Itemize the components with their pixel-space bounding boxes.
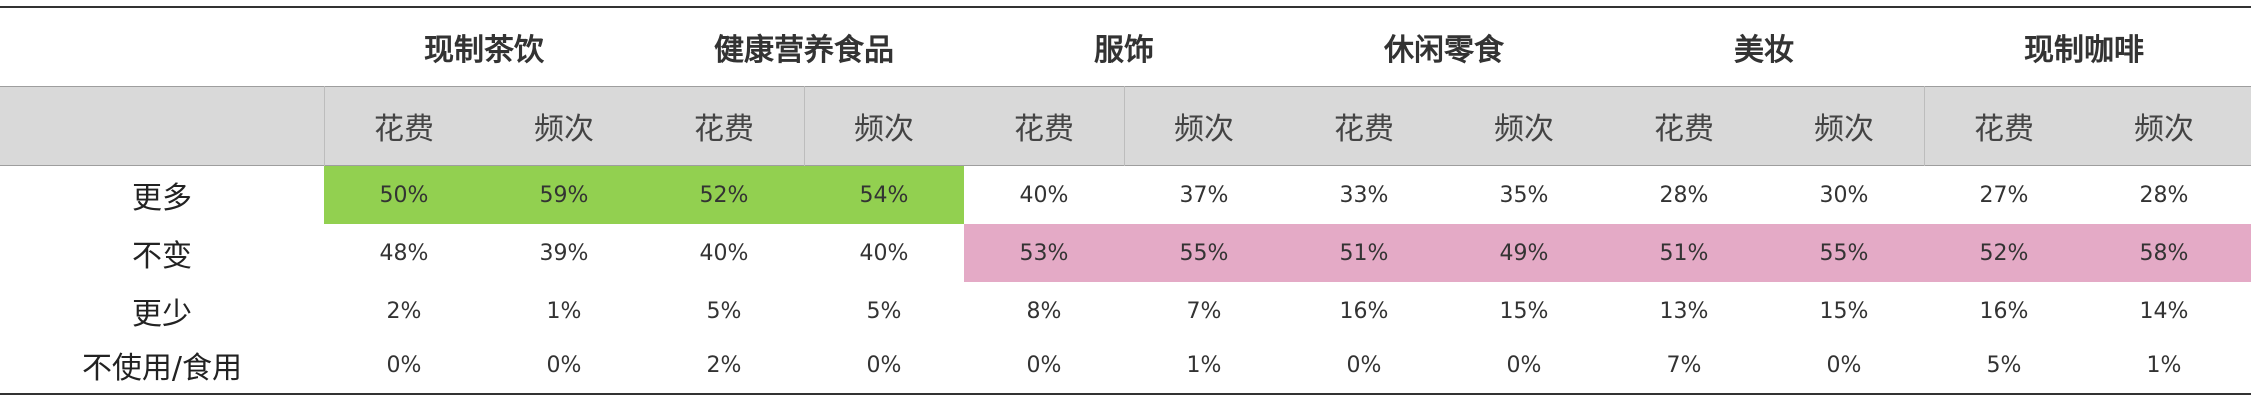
- highlight-pink-unchanged: [964, 224, 2251, 282]
- row-label-unchanged: 不变: [132, 239, 192, 274]
- table-cell: 52%: [699, 182, 749, 208]
- subheader-spend: 花费: [1654, 112, 1714, 147]
- subheader-spend: 花费: [1974, 112, 2034, 147]
- table-cell: 1%: [546, 298, 582, 324]
- table-cell: 59%: [539, 182, 589, 208]
- table-cell: 40%: [859, 240, 909, 266]
- table-cell: 7%: [1186, 298, 1222, 324]
- table-cell: 1%: [1186, 352, 1222, 378]
- group-separator: [324, 86, 325, 166]
- table-cell: 2%: [706, 352, 742, 378]
- subheader-band-top-line: [0, 86, 2251, 87]
- table-cell: 0%: [386, 352, 422, 378]
- table-cell: 58%: [2139, 240, 2189, 266]
- table-cell: 0%: [1506, 352, 1542, 378]
- subheader-frequency: 频次: [1814, 112, 1874, 147]
- subheader-spend: 花费: [694, 112, 754, 147]
- group-separator: [1924, 86, 1925, 166]
- table-cell: 53%: [1019, 240, 1069, 266]
- table-cell: 13%: [1659, 298, 1709, 324]
- subheader-band: [0, 86, 2251, 166]
- table-cell: 39%: [539, 240, 589, 266]
- table-cell: 49%: [1499, 240, 1549, 266]
- table-cell: 7%: [1666, 352, 1702, 378]
- subheader-frequency: 频次: [1174, 112, 1234, 147]
- category-header-snacks: 休闲零食: [1384, 33, 1504, 68]
- row-label-not-used: 不使用/食用: [81, 351, 243, 386]
- subheader-spend: 花费: [1334, 112, 1394, 147]
- group-separator: [1124, 86, 1125, 166]
- table-cell: 16%: [1979, 298, 2029, 324]
- category-header-health-food: 健康营养食品: [714, 33, 894, 68]
- table-cell: 5%: [706, 298, 742, 324]
- table-cell: 5%: [866, 298, 902, 324]
- table-cell: 48%: [379, 240, 429, 266]
- category-header-coffee: 现制咖啡: [2024, 33, 2144, 68]
- table-cell: 0%: [866, 352, 902, 378]
- table-cell: 0%: [546, 352, 582, 378]
- row-label-less: 更少: [132, 297, 192, 332]
- table-cell: 14%: [2139, 298, 2189, 324]
- row-label-more: 更多: [132, 181, 192, 216]
- table-cell: 54%: [859, 182, 909, 208]
- table-cell: 1%: [2146, 352, 2182, 378]
- table-cell: 28%: [2139, 182, 2189, 208]
- subheader-spend: 花费: [1014, 112, 1074, 147]
- table-cell: 40%: [699, 240, 749, 266]
- subheader-band-bottom-line: [0, 165, 2251, 166]
- table-cell: 50%: [379, 182, 429, 208]
- table-cell: 55%: [1179, 240, 1229, 266]
- table-cell: 2%: [386, 298, 422, 324]
- table-cell: 35%: [1499, 182, 1549, 208]
- table-cell: 27%: [1979, 182, 2029, 208]
- subheader-frequency: 频次: [854, 112, 914, 147]
- group-separator: [804, 86, 805, 166]
- table-cell: 0%: [1026, 352, 1062, 378]
- table-cell: 15%: [1499, 298, 1549, 324]
- subheader-frequency: 频次: [1494, 112, 1554, 147]
- table-cell: 55%: [1819, 240, 1869, 266]
- subheader-spend: 花费: [374, 112, 434, 147]
- subheader-frequency: 频次: [534, 112, 594, 147]
- table-cell: 40%: [1019, 182, 1069, 208]
- table-cell: 8%: [1026, 298, 1062, 324]
- table-cell: 16%: [1339, 298, 1389, 324]
- table-cell: 0%: [1826, 352, 1862, 378]
- table-cell: 51%: [1659, 240, 1709, 266]
- table-cell: 28%: [1659, 182, 1709, 208]
- table-cell: 37%: [1179, 182, 1229, 208]
- table-cell: 33%: [1339, 182, 1389, 208]
- table-cell: 52%: [1979, 240, 2029, 266]
- highlight-green-more: [324, 166, 964, 224]
- category-header-tea: 现制茶饮: [424, 33, 544, 68]
- category-header-apparel: 服饰: [1094, 33, 1154, 68]
- category-header-beauty: 美妆: [1734, 33, 1794, 68]
- table-cell: 51%: [1339, 240, 1389, 266]
- subheader-frequency: 频次: [2134, 112, 2194, 147]
- table-cell: 5%: [1986, 352, 2022, 378]
- table-cell: 15%: [1819, 298, 1869, 324]
- table-cell: 0%: [1346, 352, 1382, 378]
- table-cell: 30%: [1819, 182, 1869, 208]
- table-top-rule: [0, 6, 2251, 8]
- table-bottom-rule: [0, 393, 2251, 395]
